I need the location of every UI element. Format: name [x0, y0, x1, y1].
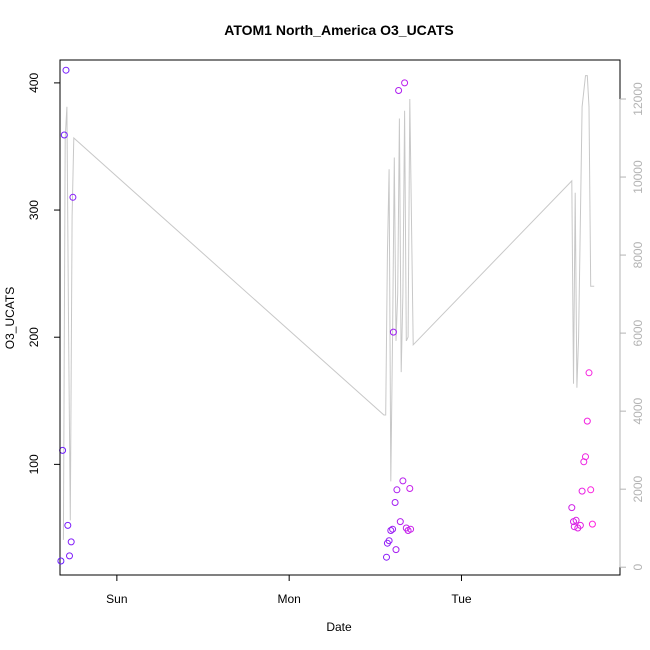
- data-point: [588, 520, 596, 528]
- x-tick-label: Mon: [277, 592, 300, 606]
- data-point: [389, 328, 397, 336]
- data-point: [67, 538, 75, 546]
- x-axis: Sun Mon Tue: [106, 574, 472, 606]
- x-axis-label: Date: [326, 620, 352, 634]
- y2-tick-label: 6000: [631, 319, 645, 346]
- x-tick-label: Sun: [106, 592, 127, 606]
- data-point: [387, 527, 395, 534]
- data-point: [572, 516, 580, 524]
- data-point: [568, 504, 576, 512]
- y-tick-label: 300: [27, 200, 41, 220]
- data-point: [66, 552, 73, 560]
- y2-tick-label: 10000: [631, 160, 645, 194]
- data-point: [393, 486, 401, 494]
- data-point: [576, 521, 584, 529]
- y2-tick-label: 8000: [631, 241, 645, 268]
- chart-title: ATOM1 North_America O3_UCATS: [224, 22, 454, 38]
- data-point: [395, 87, 403, 94]
- plot-frame: [59, 59, 621, 576]
- data-point: [392, 546, 400, 554]
- data-point: [60, 131, 68, 139]
- data-point: [407, 525, 415, 533]
- plot-area: [57, 66, 596, 565]
- data-point: [396, 518, 404, 526]
- y2-tick-label: 12000: [631, 82, 645, 116]
- data-point: [57, 557, 65, 565]
- data-point: [69, 193, 77, 201]
- data-point: [578, 487, 586, 495]
- data-point: [582, 453, 589, 461]
- data-point: [585, 369, 593, 377]
- y-tick-label: 400: [27, 73, 41, 93]
- data-point: [391, 499, 399, 506]
- data-point: [64, 521, 72, 529]
- y2-tick-label: 2000: [631, 475, 645, 502]
- y2-tick-label: 4000: [631, 397, 645, 424]
- data-point: [385, 537, 393, 545]
- data-point: [62, 66, 70, 74]
- data-point: [401, 79, 409, 87]
- data-point: [389, 525, 397, 533]
- data-point: [406, 485, 414, 492]
- y-tick-label: 100: [27, 454, 41, 474]
- y2-tick-label: 0: [631, 564, 645, 571]
- series-line: [62, 75, 595, 540]
- data-point: [587, 486, 595, 494]
- y-tick-label: 200: [27, 327, 41, 347]
- y-axis-left: 100 200 300 400: [27, 73, 61, 474]
- y-axis-label: O3_UCATS: [3, 287, 17, 349]
- data-point: [583, 417, 591, 425]
- x-tick-label: Tue: [451, 592, 472, 606]
- data-point: [399, 477, 407, 485]
- y-axis-right: 0 2000 4000 6000 8000 10000 12000: [619, 82, 645, 571]
- data-point: [383, 553, 390, 561]
